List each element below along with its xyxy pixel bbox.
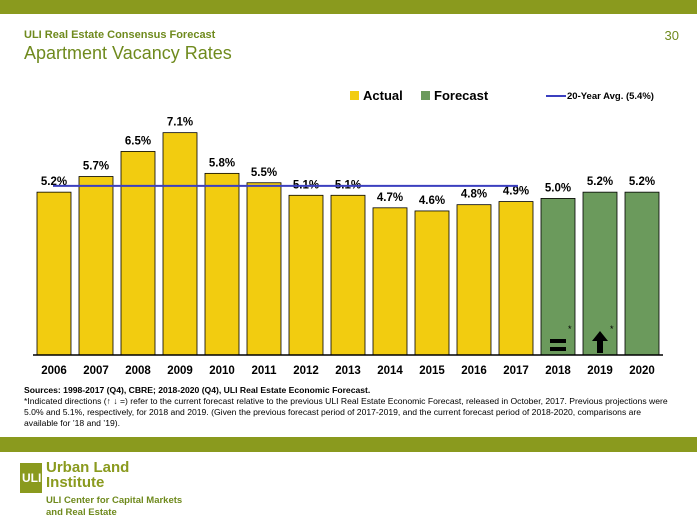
data-label-2015: 4.6% — [419, 195, 445, 207]
bar-2009 — [162, 132, 198, 356]
chart-notes: Sources: 1998-2017 (Q4), CBRE; 2018-2020… — [24, 385, 674, 429]
x-tick-2019: 2019 — [587, 365, 613, 377]
x-tick-2016: 2016 — [461, 365, 487, 377]
annotation-note-2018: * — [568, 324, 572, 334]
bar-2019 — [582, 191, 618, 356]
bar-2015 — [414, 210, 450, 356]
page-title: Apartment Vacancy Rates — [24, 43, 232, 63]
top-accent-stripe — [0, 0, 697, 14]
x-tick-2013: 2013 — [335, 365, 361, 377]
page-number: 30 — [664, 28, 679, 43]
bar-2017 — [498, 201, 534, 356]
bar-2006 — [36, 191, 72, 356]
bar-2008 — [120, 151, 156, 356]
bar-2011 — [246, 182, 282, 356]
legend-label-forecast: Forecast — [434, 88, 489, 103]
data-label-2017: 4.9% — [503, 186, 529, 198]
annotation-note-2019: * — [610, 324, 614, 334]
logo-tagline: ULI Center for Capital Markets and Real … — [46, 495, 183, 518]
x-tick-2007: 2007 — [83, 365, 109, 377]
data-label-2009: 7.1% — [167, 117, 193, 129]
data-label-2014: 4.7% — [377, 192, 403, 204]
x-tick-2020: 2020 — [629, 365, 655, 377]
legend-swatch-forecast — [421, 91, 430, 100]
footer-accent-stripe — [0, 437, 697, 452]
uli-logo-mark: ULI — [20, 463, 42, 493]
legend-label-avg: 20-Year Avg. (5.4%) — [567, 91, 654, 102]
x-tick-2017: 2017 — [503, 365, 529, 377]
data-label-2007: 5.7% — [83, 161, 109, 173]
bar-2007 — [78, 176, 114, 356]
vacancy-chart: Actual Forecast 20-Year Avg. (5.4%) 5.2% 200… — [33, 88, 663, 377]
x-tick-2006: 2006 — [41, 365, 67, 377]
bar-2012 — [288, 194, 324, 356]
data-label-2008: 6.5% — [125, 135, 151, 147]
bar-2020 — [624, 191, 660, 356]
x-tick-2012: 2012 — [293, 365, 319, 377]
x-tick-2008: 2008 — [125, 365, 151, 377]
bar-2010 — [204, 172, 240, 356]
bar-2014 — [372, 207, 408, 356]
data-label-2018: 5.0% — [545, 182, 571, 194]
x-tick-2015: 2015 — [419, 365, 445, 377]
bar-2016 — [456, 204, 492, 356]
x-tick-2009: 2009 — [167, 365, 193, 377]
equal-sign-icon-2018-lower — [550, 347, 566, 351]
equal-sign-icon-2018 — [550, 339, 566, 343]
legend-swatch-actual — [350, 91, 359, 100]
x-tick-2018: 2018 — [545, 365, 571, 377]
bar-2013 — [330, 194, 366, 356]
logo-mark-text: ULI — [22, 471, 42, 485]
data-label-2019: 5.2% — [587, 176, 613, 188]
header-subtitle: ULI Real Estate Consensus Forecast — [24, 29, 216, 41]
x-tick-2010: 2010 — [209, 365, 235, 377]
footnote: *Indicated directions (↑ ↓ =) refer to t… — [24, 396, 668, 428]
x-tick-2014: 2014 — [377, 365, 403, 377]
data-label-2010: 5.8% — [209, 157, 235, 169]
legend-label-actual: Actual — [363, 88, 403, 103]
sources-note: Sources: 1998-2017 (Q4), CBRE; 2018-2020… — [24, 385, 371, 395]
data-label-2016: 4.8% — [461, 189, 487, 201]
x-tick-2011: 2011 — [252, 365, 278, 377]
data-label-2020: 5.2% — [629, 176, 655, 188]
logo-name: Urban Land Institute — [46, 459, 130, 491]
up-arrow-icon-2019 — [592, 331, 608, 353]
data-label-2011: 5.5% — [251, 167, 277, 179]
